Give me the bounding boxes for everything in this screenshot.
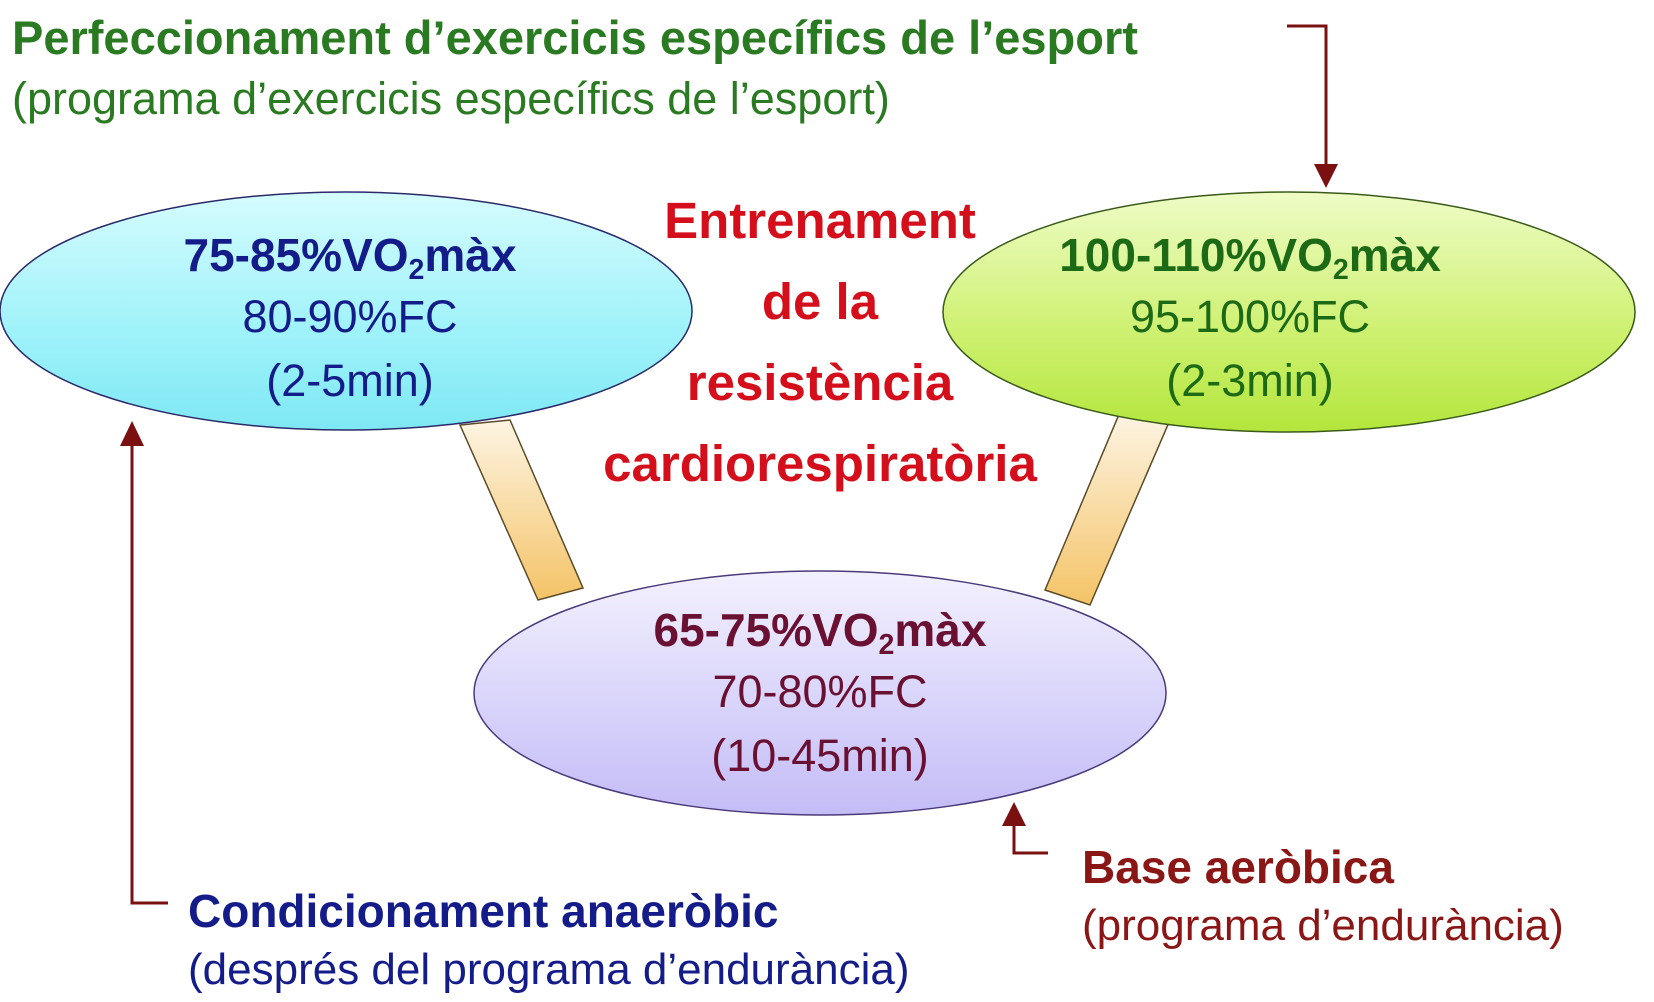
arrow-aerobic-head [1002,802,1026,826]
arrow-top-line [1287,24,1328,172]
right-ellipse [942,191,1636,433]
aerobic-label-subtitle: (programa d’endurància) [1082,901,1564,950]
left-node-fc: 80-90%FC [242,291,458,342]
right-node-vo2-sub: 2 [1332,253,1349,286]
left-ellipse [0,191,693,431]
bottom-ellipse [473,570,1167,816]
center-title-line4: cardiorespiratòria [603,435,1037,492]
bottom-node-fc: 70-80%FC [712,666,928,717]
top-label-subtitle: (programa d’exercicis específics de l’es… [12,73,890,124]
bottom-node-duration: (10-45min) [711,730,929,781]
left-node-text: 75-85%VO2màx 80-90%FC (2-5min) [100,232,600,403]
arrow-aerobic-line [1012,820,1048,855]
arrow-anaerobic-head [120,421,144,446]
bottom-node-vo2: 65-75%VO2màx [520,607,1120,669]
bottom-node-vo2-suffix: màx [894,604,987,656]
right-node-duration: (2-3min) [1166,355,1334,406]
center-title-line2: de la [761,273,879,330]
center-title-line3: resistència [686,354,954,411]
right-node-text: 100-110%VO2màx 95-100%FC (2-3min) [940,232,1560,403]
center-title-line1: Entrenament [664,192,976,249]
left-node-vo2-suffix: màx [424,229,517,281]
arrow-anaerobic-line [130,440,168,905]
anaerobic-label-title: Condicionament anaeròbic [188,885,779,937]
connector-left-bottom [458,419,585,601]
top-label-title: Perfeccionament d’exercicis específics d… [12,11,1138,64]
anaerobic-label-subtitle: (després del programa d’endurància) [188,945,910,994]
right-node-vo2-prefix: 100-110%VO [1059,229,1333,281]
aerobic-label-title: Base aeròbica [1082,841,1394,893]
right-node-fc: 95-100%FC [1129,291,1371,342]
left-node-vo2-prefix: 75-85%VO [183,229,409,281]
left-node-vo2: 75-85%VO2màx [100,232,600,294]
arrow-top-head [1314,164,1338,188]
left-node-duration: (2-5min) [266,355,434,406]
left-node-vo2-sub: 2 [408,253,425,286]
bottom-node-vo2-sub: 2 [878,628,895,661]
bottom-node-vo2-prefix: 65-75%VO [653,604,879,656]
right-node-vo2-suffix: màx [1348,229,1441,281]
right-node-vo2: 100-110%VO2màx [940,232,1560,294]
center-title: Entrenament de la resistència cardioresp… [560,195,1080,519]
bottom-node-text: 65-75%VO2màx 70-80%FC (10-45min) [520,607,1120,778]
